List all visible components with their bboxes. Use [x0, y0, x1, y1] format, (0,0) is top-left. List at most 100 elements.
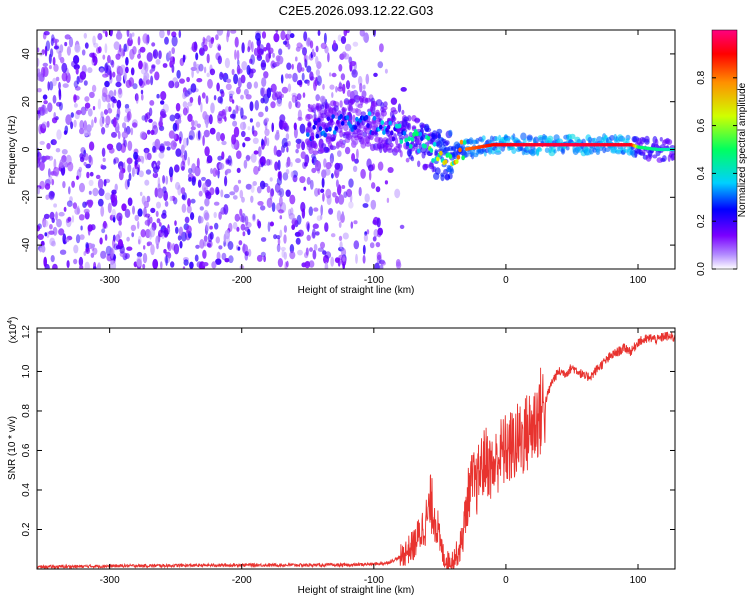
noise-blob	[363, 233, 368, 242]
noise-blob	[58, 50, 62, 61]
noise-blob	[174, 112, 181, 120]
noise-blob	[135, 93, 139, 104]
noise-blob	[308, 260, 315, 268]
noise-blob	[179, 78, 185, 84]
noise-blob	[58, 81, 61, 90]
noise-blob	[43, 256, 47, 268]
svg-text:(x104): (x104)	[7, 317, 19, 344]
noise-blob	[102, 86, 108, 98]
noise-blob	[73, 244, 79, 254]
noise-blob	[278, 48, 283, 56]
noise-blob	[259, 180, 266, 190]
noise-blob	[266, 158, 271, 166]
noise-blob	[83, 80, 88, 86]
noise-blob	[203, 66, 207, 74]
noise-blob	[40, 104, 47, 116]
noise-blob	[158, 50, 162, 60]
noise-blob	[207, 78, 213, 89]
noise-blob	[94, 116, 97, 124]
noise-blob	[239, 215, 245, 223]
noise-blob	[204, 146, 210, 157]
noise-blob	[264, 105, 269, 112]
noise-blob	[104, 65, 108, 72]
noise-blob	[278, 171, 283, 181]
noise-blob	[390, 97, 398, 105]
noise-blob	[216, 82, 220, 92]
noise-blob	[114, 183, 118, 192]
noise-blob	[99, 237, 103, 245]
noise-blob	[206, 155, 213, 164]
noise-blob	[109, 59, 114, 66]
noise-blob	[338, 235, 343, 241]
noise-blob	[167, 30, 171, 36]
noise-blob	[74, 44, 81, 53]
noise-blob	[74, 207, 81, 215]
noise-blob	[337, 150, 342, 158]
noise-blob	[187, 198, 191, 207]
noise-blob	[191, 119, 195, 127]
noise-blob	[340, 36, 347, 44]
signal-halo	[520, 132, 527, 141]
noise-blob	[313, 207, 319, 212]
noise-blob	[351, 84, 356, 89]
noise-blob	[125, 79, 132, 88]
noise-blob	[75, 234, 81, 244]
noise-blob	[309, 179, 314, 190]
signal-halo	[379, 143, 386, 149]
noise-blob	[97, 98, 102, 110]
noise-blob	[144, 113, 148, 123]
noise-blob	[253, 47, 258, 56]
signal-core	[355, 116, 359, 122]
noise-blob	[92, 35, 96, 46]
noise-blob	[79, 234, 85, 240]
x-tick-label: 0	[503, 575, 509, 586]
noise-blob	[338, 64, 343, 72]
signal-halo	[407, 115, 412, 122]
noise-blob	[47, 81, 50, 91]
noise-blob	[139, 191, 143, 197]
noise-blob	[301, 208, 306, 219]
noise-blob	[215, 258, 222, 265]
signal-core	[340, 120, 345, 126]
noise-blob	[251, 213, 256, 222]
noise-blob	[329, 72, 332, 77]
noise-blob	[172, 142, 178, 148]
noise-blob	[315, 45, 319, 53]
signal-halo	[343, 123, 349, 132]
noise-blob	[161, 232, 165, 240]
noise-blob	[50, 48, 54, 58]
noise-blob	[264, 135, 267, 147]
snr-x-label: Height of straight line (km)	[298, 585, 415, 596]
noise-blob	[325, 162, 332, 170]
noise-blob	[82, 201, 87, 208]
noise-blob	[362, 203, 369, 208]
noise-blob	[279, 114, 286, 123]
noise-blob	[149, 69, 153, 74]
noise-blob	[315, 231, 320, 236]
noise-blob	[277, 237, 281, 246]
noise-blob	[169, 114, 176, 122]
noise-blob	[128, 172, 132, 181]
noise-blob	[178, 226, 183, 237]
signal-halo	[536, 147, 543, 153]
noise-blob	[85, 163, 91, 169]
noise-blob	[376, 217, 381, 228]
noise-blob	[206, 35, 212, 42]
noise-blob	[285, 169, 290, 175]
noise-blob	[73, 119, 77, 128]
noise-blob	[101, 92, 107, 103]
noise-blob	[143, 147, 150, 154]
noise-blob	[167, 241, 172, 252]
noise-blob	[49, 211, 55, 220]
noise-blob	[50, 191, 55, 197]
noise-blob	[315, 69, 320, 77]
signal-core	[326, 116, 331, 122]
noise-blob	[335, 86, 338, 93]
noise-blob	[159, 143, 165, 154]
noise-blob	[291, 63, 294, 70]
noise-blob	[95, 174, 101, 180]
noise-blob	[55, 76, 60, 82]
noise-blob	[218, 162, 225, 170]
noise-blob	[53, 139, 57, 146]
signal-halo	[523, 138, 527, 145]
